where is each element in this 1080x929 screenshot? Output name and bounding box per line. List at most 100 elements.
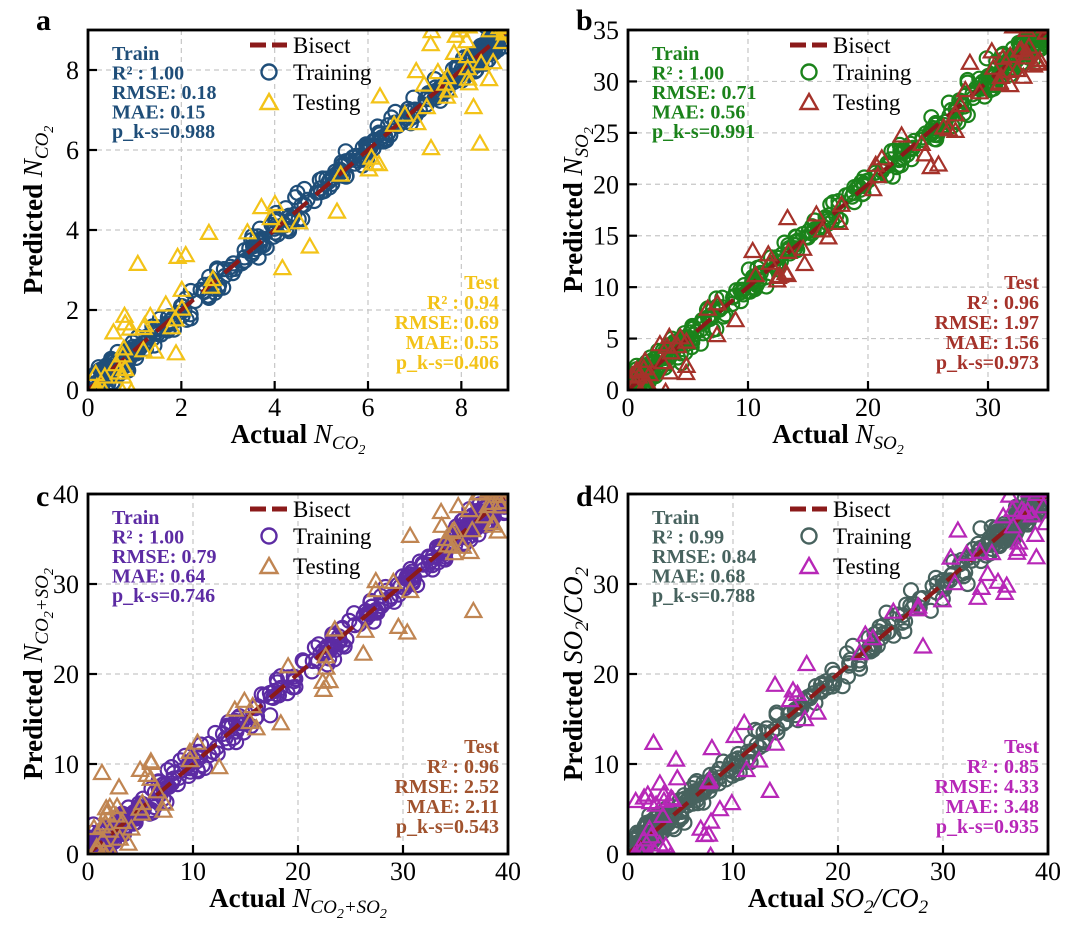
test-point — [171, 279, 192, 297]
train-point — [891, 151, 908, 169]
x-tick-label: 8 — [455, 393, 468, 422]
y-tick-label: 20 — [593, 170, 619, 199]
bisect-line — [628, 494, 1048, 854]
train-stat-line: R² : 1.00 — [112, 527, 184, 549]
test-point — [492, 494, 508, 498]
test-point — [806, 204, 827, 222]
test-point — [224, 699, 245, 717]
test-point — [140, 305, 161, 324]
test-point — [666, 749, 686, 767]
test-point — [127, 253, 148, 271]
plot-border — [626, 28, 1050, 392]
legend-testing-marker — [258, 555, 280, 575]
train-point — [764, 723, 781, 740]
legend-label: Training — [833, 524, 912, 549]
x-tick-label: 0 — [622, 393, 635, 422]
test-point — [145, 341, 165, 359]
test-point — [365, 579, 386, 598]
test-point — [862, 627, 883, 646]
y-tick-label: 15 — [593, 222, 619, 251]
train-point — [365, 613, 382, 630]
test-point — [634, 829, 654, 847]
test-point — [141, 751, 161, 769]
test-point — [353, 643, 374, 661]
test-point — [463, 96, 484, 115]
panel-letter: c — [36, 480, 49, 513]
train-point — [346, 155, 363, 172]
test-point — [993, 47, 1013, 65]
train-point — [272, 679, 289, 697]
test-point — [707, 293, 727, 311]
test-point — [133, 340, 154, 358]
test-point — [1034, 30, 1048, 34]
test-point — [313, 679, 334, 697]
test-point — [643, 732, 664, 750]
y-tick-label: 30 — [53, 570, 79, 599]
test-point — [470, 133, 490, 151]
test-point — [676, 331, 697, 349]
test-stat-line: RMSE: 1.97 — [935, 312, 1039, 334]
test-point — [384, 114, 404, 132]
train-point — [896, 623, 913, 640]
test-point — [327, 201, 347, 219]
train-stat-line: R² : 0.99 — [652, 527, 724, 549]
test-point — [920, 156, 941, 175]
y-tick-label: 10 — [593, 273, 619, 302]
test-point — [459, 499, 480, 518]
test-point — [397, 622, 418, 640]
train-point — [98, 382, 115, 390]
test-point — [428, 61, 448, 80]
test-point — [407, 112, 428, 131]
test-point — [982, 542, 1002, 561]
train-stat-line: R² : 1.00 — [112, 63, 184, 85]
testing-points — [88, 30, 508, 390]
test-point — [496, 30, 508, 34]
y-tick-label: 0 — [66, 376, 79, 405]
test-point — [478, 494, 499, 498]
test-point — [234, 690, 255, 708]
test-point — [1026, 547, 1047, 565]
test-point — [147, 781, 167, 799]
x-tick-label: 20 — [855, 393, 881, 422]
test-point — [316, 657, 337, 675]
x-tick-label: 2 — [175, 393, 188, 422]
test-point — [960, 52, 980, 70]
test-point — [103, 322, 124, 340]
panel-c-scatter: 0 10 20 30 40 0 10 20 30 40 Actual NCO2+SO2 Predict… — [0, 464, 540, 929]
test-stat-line: MAE: 3.48 — [946, 796, 1039, 818]
test-point — [474, 506, 495, 524]
x-axis-label: Actual NCO2+SO2 — [209, 883, 387, 922]
test-point — [908, 596, 929, 614]
train-point — [851, 660, 869, 677]
test-point — [251, 196, 272, 215]
test-point — [650, 333, 670, 352]
y-tick-label: 10 — [593, 750, 619, 779]
test-point — [1003, 30, 1024, 34]
y-axis-label: Predicted NCO2 — [18, 126, 57, 295]
y-tick-labels: 0 10 20 30 40 — [593, 480, 619, 869]
test-point — [994, 582, 1015, 600]
y-axis-label: Predicted NSO2 — [558, 127, 597, 292]
test-point — [199, 222, 219, 240]
plot-border — [626, 492, 1050, 856]
y-tick-label: 10 — [53, 750, 79, 779]
x-axis-label: Actual SO2/CO2 — [748, 883, 929, 918]
x-tick-label: 40 — [1035, 857, 1061, 886]
train-point — [272, 668, 289, 685]
x-tick-label: 10 — [720, 857, 746, 886]
testing-points — [88, 494, 508, 854]
test-point — [99, 820, 120, 838]
train-point — [821, 206, 838, 223]
plot-border — [86, 28, 510, 392]
test-point — [242, 695, 263, 714]
test-point — [265, 193, 285, 212]
test-point — [639, 818, 660, 837]
test-point — [969, 541, 990, 559]
x-tick-label: 20 — [285, 857, 311, 886]
test-point — [483, 515, 504, 533]
